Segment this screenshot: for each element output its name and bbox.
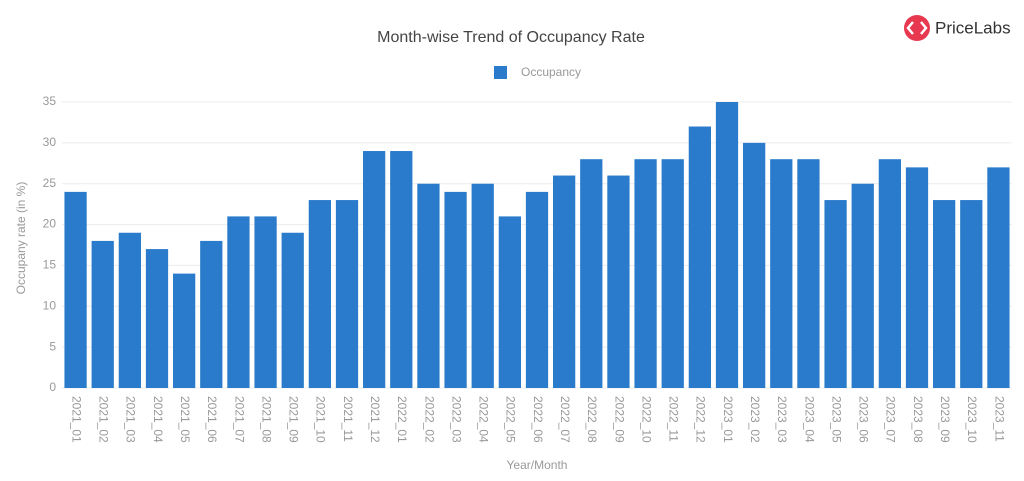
x-tick-label: 2022_11 — [667, 396, 681, 442]
bar — [715, 102, 739, 388]
bar — [933, 200, 956, 388]
logo-icon — [904, 15, 930, 41]
x-tick-label: 2023_03 — [775, 396, 789, 443]
y-tick-label: 20 — [43, 217, 57, 231]
logo: PriceLabs — [904, 15, 1011, 41]
bar — [607, 175, 630, 388]
logo-text: PriceLabs — [935, 18, 1011, 37]
x-tick-label: 2023_10 — [965, 396, 979, 443]
x-tick-label: 2021_12 — [368, 396, 382, 443]
x-tick-label: 2022_12 — [694, 396, 708, 443]
x-tick-label: 2021_09 — [287, 396, 301, 443]
bar — [91, 240, 114, 388]
x-tick-label: 2023_02 — [748, 396, 762, 443]
y-tick-label: 25 — [43, 176, 57, 190]
bar — [64, 191, 87, 388]
x-tick-label: 2022_05 — [504, 396, 518, 443]
x-tick-label: 2021_01 — [69, 396, 83, 443]
bar — [743, 142, 766, 388]
bar — [390, 151, 413, 388]
y-tick-label: 5 — [49, 339, 56, 353]
bar — [444, 191, 467, 388]
bar — [987, 167, 1010, 388]
bar — [851, 183, 874, 388]
bar — [634, 159, 657, 388]
bar — [960, 200, 983, 388]
bar — [661, 159, 684, 388]
x-tick-label: 2023_06 — [857, 396, 871, 443]
x-tick-label: 2023_04 — [802, 396, 816, 443]
x-tick-label: 2021_08 — [259, 396, 273, 443]
bar — [905, 167, 929, 388]
y-tick-label: 15 — [43, 258, 57, 272]
bar — [308, 200, 331, 388]
x-tick-label: 2022_07 — [558, 396, 572, 443]
bar — [770, 159, 793, 388]
bar — [498, 216, 521, 388]
legend-label: Occupancy — [521, 65, 581, 79]
bar — [200, 240, 223, 388]
bar — [688, 126, 711, 388]
y-tick-label: 35 — [43, 94, 57, 108]
chart-title: Month-wise Trend of Occupancy Rate — [377, 29, 645, 46]
x-tick-label: 2021_04 — [151, 396, 165, 443]
x-tick-label: 2022_10 — [639, 396, 653, 443]
bar — [471, 183, 494, 388]
x-tick-label: 2023_11 — [992, 396, 1006, 442]
x-tick-label: 2022_03 — [449, 396, 463, 443]
bar — [335, 200, 359, 388]
x-tick-label: 2021_11 — [341, 396, 355, 442]
bar — [145, 249, 169, 388]
x-tick-label: 2022_06 — [531, 396, 545, 443]
y-axis-title: Occupany rate (in %) — [14, 182, 28, 295]
x-tick-label: 2021_10 — [314, 396, 328, 443]
bar — [254, 216, 277, 388]
bar — [824, 200, 847, 388]
x-tick-label: 2023_09 — [938, 396, 952, 443]
bar — [580, 159, 603, 388]
bar — [797, 159, 820, 388]
x-tick-label: 2023_05 — [829, 396, 843, 443]
bar — [417, 183, 440, 388]
x-axis-title: Year/Month — [507, 458, 568, 472]
logo-glyph — [906, 21, 928, 35]
x-tick-label: 2022_08 — [585, 396, 599, 443]
bar — [553, 175, 576, 388]
x-tick-label: 2021_03 — [124, 396, 138, 443]
x-tick-label: 2023_07 — [884, 396, 898, 443]
x-tick-label: 2022_09 — [612, 396, 626, 443]
y-tick-label: 0 — [49, 380, 56, 394]
bar — [363, 151, 386, 388]
x-tick-label: 2021_05 — [178, 396, 192, 443]
x-tick-label: 2021_06 — [205, 396, 219, 443]
bar — [118, 232, 141, 388]
bar — [878, 159, 901, 388]
y-tick-label: 10 — [43, 298, 57, 312]
bar — [525, 191, 549, 388]
x-tick-label: 2022_04 — [477, 396, 491, 443]
bar — [281, 232, 304, 388]
bar — [227, 216, 250, 388]
y-tick-label: 30 — [43, 135, 57, 149]
bar — [173, 273, 196, 388]
x-tick-label: 2023_08 — [911, 396, 925, 443]
x-tick-label: 2021_02 — [97, 396, 111, 443]
x-tick-label: 2022_01 — [395, 396, 409, 443]
x-tick-label: 2023_01 — [721, 396, 735, 443]
x-tick-label: 2021_07 — [232, 396, 246, 443]
legend-swatch — [494, 66, 507, 79]
x-tick-label: 2022_02 — [422, 396, 436, 443]
